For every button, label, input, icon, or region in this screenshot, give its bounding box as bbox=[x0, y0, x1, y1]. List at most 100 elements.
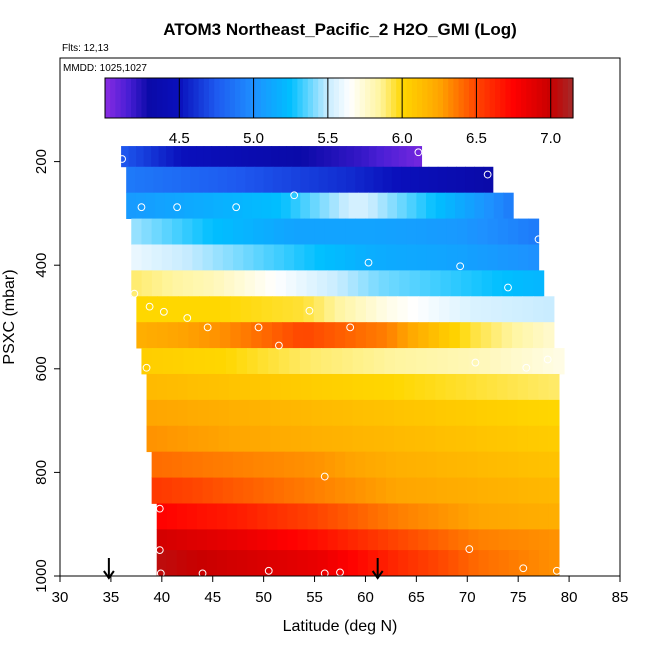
heat-cell bbox=[538, 477, 550, 504]
heat-cell bbox=[474, 192, 485, 219]
heat-cell bbox=[136, 146, 145, 168]
heat-cell bbox=[533, 270, 545, 297]
heat-cell bbox=[385, 218, 397, 245]
heat-cell bbox=[426, 477, 438, 504]
heat-cell bbox=[480, 296, 492, 323]
heat-cell bbox=[248, 146, 257, 168]
colorbar bbox=[105, 78, 574, 118]
colorbar-frame bbox=[104, 77, 574, 119]
heat-cell bbox=[386, 322, 398, 349]
heat-cell bbox=[527, 425, 539, 453]
colorbar-segment bbox=[365, 78, 371, 118]
heat-cell bbox=[176, 550, 188, 576]
colorbar-segment bbox=[281, 78, 288, 118]
heat-cell bbox=[313, 322, 325, 349]
heat-cell bbox=[143, 146, 152, 168]
heat-cell bbox=[447, 348, 459, 375]
heat-cell bbox=[426, 348, 438, 375]
heat-cell bbox=[365, 322, 377, 349]
heat-cell bbox=[167, 425, 179, 453]
colorbar-segment bbox=[411, 78, 418, 118]
heat-cell bbox=[187, 399, 199, 427]
heat-cell bbox=[477, 451, 489, 478]
heat-cell bbox=[365, 296, 377, 323]
heat-cell bbox=[273, 244, 285, 271]
colorbar-tick-label: 4.5 bbox=[169, 130, 190, 147]
colorbar-segment bbox=[463, 78, 470, 118]
observation-point bbox=[364, 258, 373, 267]
heat-cell bbox=[419, 270, 431, 297]
heat-cell bbox=[373, 348, 386, 375]
heat-cell bbox=[439, 322, 451, 349]
heat-cell bbox=[436, 451, 448, 478]
heat-cell bbox=[188, 322, 200, 349]
observation-point bbox=[275, 341, 283, 350]
observation-point bbox=[522, 363, 531, 372]
heat-cell bbox=[198, 373, 209, 401]
heat-cell bbox=[481, 270, 493, 297]
heat-cell bbox=[263, 146, 272, 168]
heat-cell bbox=[166, 503, 178, 530]
heat-cell bbox=[518, 477, 529, 504]
heat-cell bbox=[375, 451, 387, 478]
heat-cell bbox=[459, 322, 471, 349]
colorbar-segment bbox=[354, 78, 361, 118]
heat-cell bbox=[208, 425, 220, 453]
heat-cell bbox=[227, 529, 238, 551]
heat-cell bbox=[446, 244, 458, 271]
heat-cell bbox=[377, 529, 389, 551]
heat-cell bbox=[272, 296, 284, 323]
heat-cell bbox=[397, 192, 408, 219]
heat-cell bbox=[448, 503, 459, 530]
heat-cell bbox=[334, 244, 346, 271]
heat-cell bbox=[261, 192, 272, 219]
heat-cell bbox=[290, 425, 302, 453]
heat-cell bbox=[156, 425, 168, 453]
heat-cell bbox=[196, 503, 208, 530]
heat-cell bbox=[548, 373, 560, 401]
heat-cell bbox=[435, 373, 447, 401]
heat-cell bbox=[507, 425, 519, 453]
heat-cell bbox=[319, 192, 330, 219]
heat-cell bbox=[172, 270, 184, 297]
heat-cell bbox=[199, 166, 210, 194]
heat-cell bbox=[162, 348, 174, 375]
heat-cell bbox=[345, 477, 356, 504]
colorbar-segment bbox=[151, 78, 158, 118]
heat-cell bbox=[172, 244, 183, 271]
heat-cell bbox=[318, 166, 329, 194]
heat-cell bbox=[222, 244, 234, 271]
heat-cell bbox=[532, 296, 544, 323]
colorbar-segment bbox=[323, 78, 330, 118]
heat-cell bbox=[226, 166, 237, 194]
heat-cell bbox=[373, 166, 384, 194]
heat-cell bbox=[357, 550, 369, 576]
heat-cell bbox=[345, 244, 356, 271]
heat-cell bbox=[233, 477, 244, 504]
colorbar-segment bbox=[235, 78, 241, 118]
heat-cell bbox=[467, 244, 479, 271]
heat-cell bbox=[303, 322, 315, 349]
heat-cell bbox=[471, 270, 483, 297]
heat-cell bbox=[416, 218, 428, 245]
heat-cell bbox=[146, 373, 158, 401]
heat-cell bbox=[198, 296, 211, 323]
heat-cell bbox=[435, 192, 446, 219]
heat-cell bbox=[517, 399, 529, 427]
heat-cell bbox=[413, 146, 423, 168]
heat-cell bbox=[225, 348, 238, 375]
heat-cell bbox=[301, 146, 310, 168]
colorbar-segment bbox=[567, 78, 574, 118]
heat-cell bbox=[177, 399, 189, 427]
colorbar-segment bbox=[380, 78, 387, 118]
heat-cell bbox=[273, 451, 285, 478]
heat-cell bbox=[342, 425, 354, 453]
heat-cell bbox=[278, 146, 287, 168]
heat-cell bbox=[468, 348, 481, 375]
heat-cell bbox=[522, 296, 534, 323]
heat-cell bbox=[528, 218, 540, 245]
heat-cell bbox=[230, 322, 242, 349]
colorbar-segment bbox=[495, 78, 501, 118]
heat-cell bbox=[167, 296, 179, 323]
heat-cell bbox=[213, 270, 225, 297]
